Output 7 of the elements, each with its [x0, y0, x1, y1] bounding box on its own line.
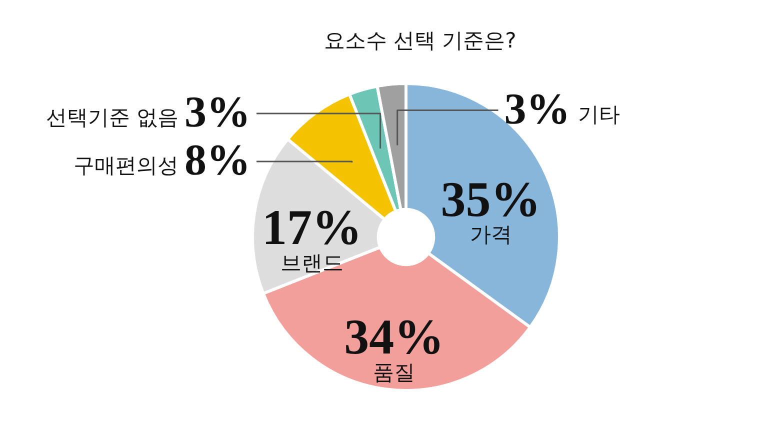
chart-title: 요소수 선택 기준은?: [324, 28, 516, 52]
data-label: 3%: [184, 88, 250, 137]
data-label: 8%: [184, 136, 250, 185]
slice-label: 선택기준 없음: [46, 106, 178, 130]
slice-label: 구매편의성: [74, 154, 178, 178]
data-label: 3%: [504, 84, 570, 134]
slice-label: 기타: [578, 102, 620, 126]
